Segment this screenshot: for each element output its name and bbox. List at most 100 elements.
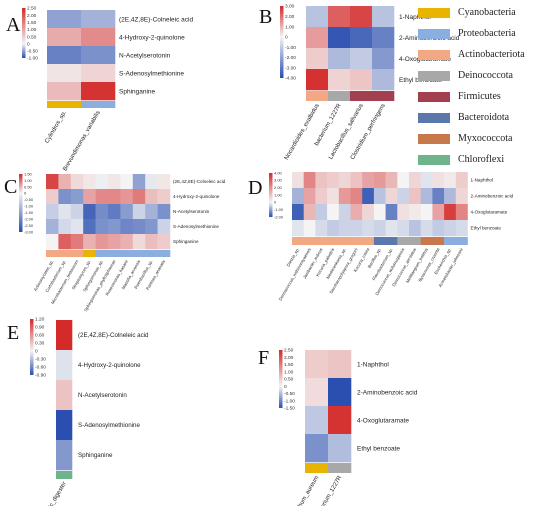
scale-tick-label: -2.00 [274, 214, 284, 219]
scale-tick-label: -2.50 [24, 223, 34, 228]
group-bar-cell [328, 463, 352, 473]
scale-tick-label: 1.00 [274, 192, 283, 197]
scale-tick-label: 2.00 [27, 13, 37, 19]
legend-item: Firmicutes [418, 91, 550, 104]
scale-tick-label: -0.90 [35, 373, 46, 379]
heatmap-cell [145, 204, 158, 220]
scale-tick-label: -1.00 [24, 204, 34, 209]
group-bar-cell [444, 237, 457, 245]
heatmap-cell [58, 219, 72, 235]
scale-tick-label: 1.00 [285, 24, 295, 30]
heatmap-cell [47, 46, 82, 65]
heatmap-cell [305, 350, 329, 379]
heatmap-cell [372, 48, 395, 70]
scale-tick-label: -1.00 [285, 45, 296, 51]
group-bar-cell [372, 91, 395, 101]
heatmap-cell [145, 219, 158, 235]
group-bar-cell [305, 463, 329, 473]
heatmap-cell [409, 172, 421, 189]
group-bar-cell [397, 237, 410, 245]
heatmap-cell [455, 188, 468, 205]
color-scale-bar [279, 350, 283, 408]
legend-label: Firmicutes [458, 91, 501, 102]
heatmap-cell [397, 172, 410, 189]
heatmap-cell [303, 204, 316, 221]
scale-tick-label: 0.90 [35, 325, 45, 331]
legend-item: Cyanobacteria [418, 7, 550, 20]
heatmap-cell [132, 234, 146, 250]
heatmap-cell [373, 188, 386, 205]
group-bar-cell [70, 250, 84, 257]
scale-tick-label: -0.50 [24, 197, 34, 202]
row-label: 2-Aminobenzoic acid [357, 389, 418, 396]
color-scale-bar [22, 8, 26, 58]
heatmap-cell [58, 189, 72, 205]
scale-tick-label: 4.00 [274, 170, 283, 175]
panel-label-d: D [248, 177, 263, 199]
color-scale-bar [269, 173, 273, 217]
heatmap-cell [305, 378, 329, 407]
heatmap-cell [350, 204, 363, 221]
legend-item: Proteobacteria [418, 28, 550, 41]
legend-swatch-proteobacteria [418, 29, 450, 39]
heatmap-cell [81, 46, 116, 65]
heatmap-cell [120, 189, 134, 205]
legend-item: Bacteroidota [418, 112, 550, 125]
heatmap-cell [120, 174, 134, 190]
heatmap-cell [350, 48, 373, 70]
heatmap-cell [145, 234, 158, 250]
group-bar-cell [420, 237, 433, 245]
heatmap-cell [157, 234, 171, 250]
heatmap-cell [328, 69, 351, 91]
heatmap-cell [432, 204, 445, 221]
legend-label: Bacteroidota [458, 112, 510, 123]
group-bar-cell [432, 237, 445, 245]
group-bar-cell [95, 250, 109, 257]
color-scale-bar [19, 174, 23, 232]
heatmap-cell [83, 174, 96, 190]
heatmap-cell [327, 220, 340, 237]
heatmap-cell [328, 434, 352, 463]
scale-tick-label: -0.50 [284, 391, 295, 397]
color-scale-bar [30, 319, 34, 375]
scale-tick-label: -1.50 [24, 210, 34, 215]
group-bar-cell [132, 250, 146, 257]
group-bar-cell [350, 91, 373, 101]
legend-swatch-cyanobacteria [418, 8, 450, 18]
heatmap-cell [455, 220, 468, 237]
heatmap-cell [397, 220, 410, 237]
legend-item: Deinococcota [418, 70, 550, 83]
heatmap-cell [350, 220, 363, 237]
heatmap-cell [420, 188, 433, 205]
heatmap-cell [338, 188, 351, 205]
heatmap-cell [328, 27, 351, 49]
color-scale-bar [280, 6, 284, 78]
scale-tick-label: 2.00 [274, 185, 283, 190]
heatmap-cell [46, 174, 59, 190]
heatmap-cell [372, 69, 395, 91]
heatmap-cell [292, 188, 304, 205]
heatmap-cell [444, 188, 457, 205]
heatmap-cell [306, 6, 329, 28]
legend-swatch-actinobacteriota [418, 50, 450, 60]
heatmap-cell [56, 440, 73, 471]
heatmap-cell [315, 220, 328, 237]
heatmap-cell [81, 28, 116, 47]
heatmap-cell [70, 234, 84, 250]
scale-tick-label: 1.50 [24, 171, 33, 176]
group-bar-cell [145, 250, 158, 257]
scale-tick-label: 2.00 [285, 14, 295, 20]
group-bar-cell [46, 250, 59, 257]
heatmap-cell [70, 189, 84, 205]
heatmap-cell [385, 188, 398, 205]
scale-tick-label: 0 [274, 200, 277, 205]
heatmap-cell [305, 434, 329, 463]
heatmap-cell [46, 234, 59, 250]
heatmap-cell [303, 220, 316, 237]
row-label: S-Adenosylmethionine [78, 422, 140, 429]
row-label: N-Acetylserotonin [78, 392, 127, 399]
heatmap-cell [350, 27, 373, 49]
row-label: S-Adenosylmethionine [119, 70, 184, 77]
row-label: 1-Naphthol [357, 361, 389, 368]
